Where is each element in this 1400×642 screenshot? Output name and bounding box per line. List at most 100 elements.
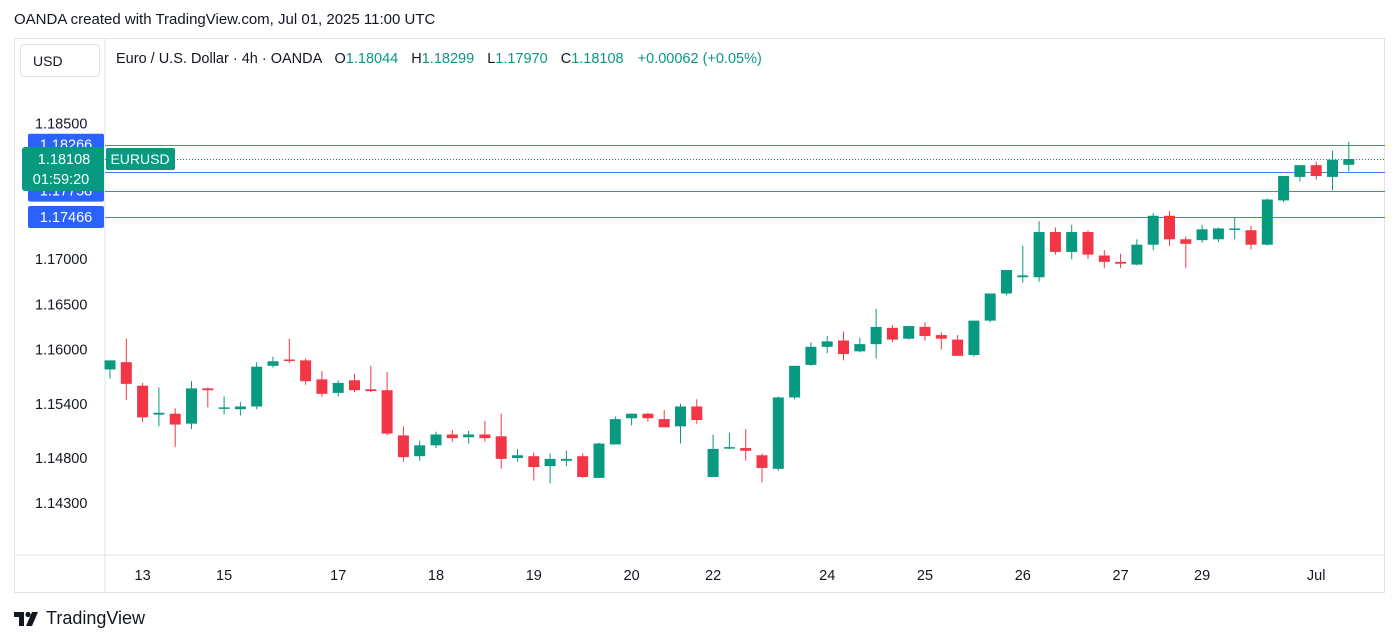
candle-body — [870, 326, 882, 345]
candle-body — [479, 434, 491, 439]
candle-body — [1327, 159, 1338, 177]
countdown-label: 01:59:20 — [33, 172, 89, 188]
candle-body — [838, 340, 849, 355]
candle-body — [1131, 244, 1143, 265]
candle-body — [1017, 275, 1029, 278]
candle-body — [153, 412, 165, 415]
candle-body — [1212, 228, 1224, 240]
candle-body — [723, 447, 735, 449]
candle-body — [463, 434, 475, 438]
candle-body — [349, 380, 360, 391]
candle-body — [104, 360, 116, 370]
candle-body — [1115, 261, 1127, 264]
currency-button[interactable]: USD — [20, 44, 100, 77]
candle-body — [854, 344, 866, 352]
candle-body — [1196, 229, 1208, 241]
candle-body — [658, 419, 670, 428]
last-price-label: 1.18108 — [38, 152, 90, 168]
y-tick-label: 1.14800 — [35, 451, 87, 467]
last-price-box — [22, 147, 104, 192]
legend-high-value: 1.18299 — [421, 51, 475, 67]
candle-body — [1066, 232, 1078, 252]
x-tick-label: 19 — [526, 568, 542, 584]
candle-body — [968, 320, 980, 355]
candle-body — [528, 456, 540, 468]
candle-body — [332, 382, 344, 393]
ohlc-legend: Euro / U.S. Dollar · 4h · OANDA O1.18044… — [116, 51, 762, 67]
candle-body — [1049, 232, 1061, 252]
candle-body — [577, 456, 589, 477]
candle-body — [283, 359, 295, 361]
x-tick-label: 18 — [428, 568, 444, 584]
candle-body — [1343, 159, 1355, 165]
candle-body — [218, 407, 230, 409]
candle-body — [772, 397, 784, 469]
candle-body — [1180, 239, 1192, 244]
y-tick-label: 1.15400 — [35, 397, 87, 413]
candle-body — [691, 406, 703, 421]
candle-body — [512, 455, 523, 458]
candle-body — [935, 335, 947, 339]
candle-body — [952, 339, 964, 356]
tradingview-logo-icon — [14, 611, 38, 626]
candle-body — [381, 390, 393, 434]
candle-body — [740, 448, 752, 451]
candle-body — [414, 445, 426, 457]
candle-body — [186, 388, 197, 424]
candle-body — [137, 385, 149, 418]
legend-symbol[interactable]: Euro / U.S. Dollar · 4h · OANDA — [116, 51, 322, 67]
candle-body — [397, 435, 409, 458]
candle-body — [984, 293, 996, 321]
candle-body — [169, 413, 181, 425]
legend-high-label: H — [411, 51, 422, 67]
legend-close-label: C — [560, 51, 572, 67]
currency-button-label: USD — [33, 52, 63, 69]
candle-body — [446, 434, 458, 439]
candle-body — [300, 360, 312, 382]
candle-body — [1278, 176, 1290, 201]
candle-body — [544, 458, 556, 467]
candle-body — [805, 346, 817, 365]
x-tick-label: 27 — [1113, 568, 1129, 584]
candle-body — [593, 443, 605, 478]
candle-body — [821, 341, 833, 347]
candle-body — [1033, 232, 1045, 278]
candle-body — [365, 389, 377, 392]
candle-body — [316, 379, 328, 394]
candle-body — [1001, 270, 1012, 294]
candle-body — [234, 406, 246, 410]
candle-body — [267, 361, 279, 366]
candle-body — [1082, 232, 1094, 255]
candle-body — [675, 406, 686, 427]
candle-body — [707, 448, 719, 477]
candle-body — [1310, 165, 1322, 177]
candle-body — [1294, 165, 1306, 177]
candle-body — [120, 362, 132, 384]
chart-header-title: OANDA created with TradingView.com, Jul … — [14, 11, 436, 28]
legend-open-label: O — [334, 51, 346, 67]
y-tick-label: 1.14300 — [35, 496, 87, 512]
candle-body — [495, 436, 507, 459]
candle-body — [430, 434, 442, 446]
x-tick-label: 20 — [624, 568, 640, 584]
x-tick-label: Jul — [1307, 568, 1326, 584]
candle-body — [626, 413, 638, 419]
candle-body — [1098, 255, 1110, 262]
legend-change: +0.00062 (+0.05%) — [637, 51, 762, 67]
chart-frame — [14, 38, 1385, 593]
x-tick-label: 13 — [135, 568, 151, 584]
candle-body — [609, 419, 621, 445]
x-tick-label: 22 — [705, 568, 721, 584]
candle-body — [1261, 199, 1273, 245]
x-tick-label: 17 — [330, 568, 346, 584]
candle-body — [903, 326, 915, 339]
level-price-label: 1.17466 — [40, 210, 92, 226]
candle-body — [1147, 215, 1159, 245]
candle-body — [560, 458, 572, 461]
legend-low-label: L — [487, 51, 496, 67]
candle-body — [1164, 215, 1175, 240]
level-price-box — [28, 206, 104, 229]
candle-body — [789, 365, 801, 398]
legend-open-value: 1.18044 — [345, 51, 399, 67]
